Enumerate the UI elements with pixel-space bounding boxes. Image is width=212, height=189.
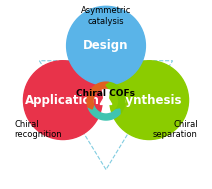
Text: Application: Application <box>25 94 100 107</box>
Text: Design: Design <box>83 39 129 52</box>
Polygon shape <box>106 83 110 88</box>
Circle shape <box>67 6 145 85</box>
Text: Asymmetric
catalysis: Asymmetric catalysis <box>81 6 131 26</box>
Text: Chiral COFs: Chiral COFs <box>77 89 135 98</box>
Polygon shape <box>109 83 125 113</box>
Circle shape <box>110 61 188 139</box>
Text: Chiral
separation: Chiral separation <box>153 119 198 139</box>
Polygon shape <box>116 109 120 114</box>
Polygon shape <box>88 105 94 109</box>
Circle shape <box>24 61 102 139</box>
Polygon shape <box>88 105 120 120</box>
Text: Chiral
recognition: Chiral recognition <box>14 119 62 139</box>
Polygon shape <box>100 94 112 104</box>
Polygon shape <box>87 82 109 107</box>
Text: Synthesis: Synthesis <box>117 94 181 107</box>
